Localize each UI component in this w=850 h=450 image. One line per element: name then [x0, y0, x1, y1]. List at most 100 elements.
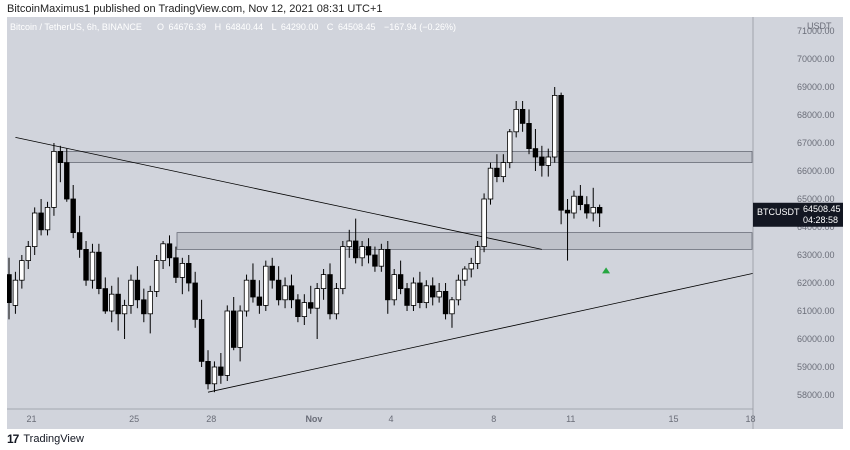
candle-body — [372, 254, 378, 267]
candle-body — [121, 304, 128, 315]
candle — [308, 285, 314, 314]
candle-body — [243, 279, 250, 312]
candle — [230, 297, 237, 351]
y-tick-label: 68000.00 — [797, 110, 835, 120]
candle — [385, 241, 391, 314]
y-tick-label: 71000.00 — [797, 26, 835, 36]
y-tick-label: 66000.00 — [797, 166, 835, 176]
resistance-zone — [61, 150, 753, 163]
y-tick-label: 70000.00 — [797, 54, 835, 64]
candle-body — [507, 131, 513, 164]
candle-body — [89, 251, 96, 281]
candle-body — [481, 198, 487, 247]
high-label: H — [215, 22, 222, 32]
candle-body — [237, 310, 243, 348]
candle — [481, 193, 487, 253]
candle-body — [301, 302, 308, 318]
ohlc-legend: Bitcoin / TetherUS, 6h, BINANCE O 64676.… — [10, 22, 456, 32]
arrow-layer — [602, 267, 611, 274]
open-label: O — [157, 22, 164, 32]
candle-body — [218, 366, 224, 376]
candle — [494, 154, 500, 183]
candle-body — [378, 248, 385, 267]
y-tick-label: 64000.00 — [797, 222, 835, 232]
candle — [160, 241, 166, 269]
candle — [31, 207, 38, 255]
badge-countdown: 04:28:58 — [803, 215, 838, 225]
chart-area[interactable]: 71000.00 70000.00 69000.00 68000.00 67000.00… — [7, 17, 843, 429]
candle — [44, 201, 51, 236]
candle — [237, 305, 243, 362]
candlestick-chart[interactable]: 71000.00 70000.00 69000.00 68000.00 67000.00… — [7, 17, 843, 429]
candle-body — [179, 262, 186, 278]
candle-body — [359, 246, 365, 259]
candle — [64, 148, 70, 202]
candle — [552, 87, 558, 163]
candle-body — [64, 162, 70, 200]
candle-body — [288, 285, 295, 301]
candle-body — [417, 282, 423, 304]
candle-body — [430, 285, 436, 298]
candle — [449, 297, 455, 328]
footer-brand: 17 TradingView — [7, 432, 84, 446]
candles-layer — [7, 87, 603, 393]
candle-body — [192, 282, 198, 320]
candle-body — [109, 293, 115, 312]
candle-body — [397, 274, 404, 290]
y-tick-label: 59000.00 — [797, 362, 835, 372]
descending-trendline — [15, 137, 542, 250]
candle — [179, 257, 186, 295]
candle — [558, 92, 564, 225]
candle-body — [275, 279, 282, 301]
candle — [211, 361, 218, 393]
candle-body — [584, 204, 590, 214]
x-tick-label: 15 — [668, 414, 678, 424]
candle — [333, 283, 340, 320]
x-axis: 21 25 28 Nov 4 8 11 15 18 — [26, 414, 755, 424]
candle — [455, 274, 462, 306]
bounce-arrow-icon — [602, 267, 611, 274]
candle — [218, 353, 224, 384]
candle — [430, 277, 436, 306]
candle — [121, 299, 128, 339]
x-tick-label: 21 — [26, 414, 36, 424]
candle-body — [308, 302, 314, 309]
y-tick-label: 60000.00 — [797, 334, 835, 344]
candle-body — [532, 148, 539, 158]
candle — [70, 185, 76, 239]
candle — [327, 263, 333, 320]
candle-body — [577, 195, 584, 205]
candle — [320, 269, 327, 300]
candle — [417, 271, 423, 309]
candle-body — [115, 293, 121, 315]
candle — [571, 190, 577, 219]
candle-body — [462, 268, 468, 281]
candle — [474, 241, 481, 269]
candle — [153, 255, 160, 297]
open-value: 64676.39 — [169, 22, 207, 32]
candle-body — [346, 240, 352, 247]
ascending-trendline — [207, 272, 754, 393]
candle-body — [391, 274, 397, 301]
x-tick-label: 4 — [388, 414, 393, 424]
close-label: C — [327, 22, 334, 32]
candle-body — [83, 248, 89, 281]
candle — [404, 283, 410, 311]
candle — [243, 274, 250, 317]
candle — [19, 255, 25, 289]
candle-body — [449, 299, 455, 315]
candle — [147, 285, 153, 334]
badge-ticker: BTCUSDT — [757, 207, 800, 217]
candle-body — [596, 206, 603, 214]
candle-body — [70, 198, 76, 233]
candle-body — [320, 274, 327, 290]
candle — [513, 101, 519, 138]
candle-body — [500, 162, 507, 178]
candle — [526, 109, 532, 155]
x-tick-label: 18 — [746, 414, 756, 424]
x-tick-label: 8 — [491, 414, 496, 424]
y-tick-label: 67000.00 — [797, 138, 835, 148]
candle-body — [44, 206, 51, 231]
publish-info: BitcoinMaximus1 published on TradingView… — [7, 3, 383, 15]
change-value: −167.94 (−0.26%) — [384, 22, 456, 32]
